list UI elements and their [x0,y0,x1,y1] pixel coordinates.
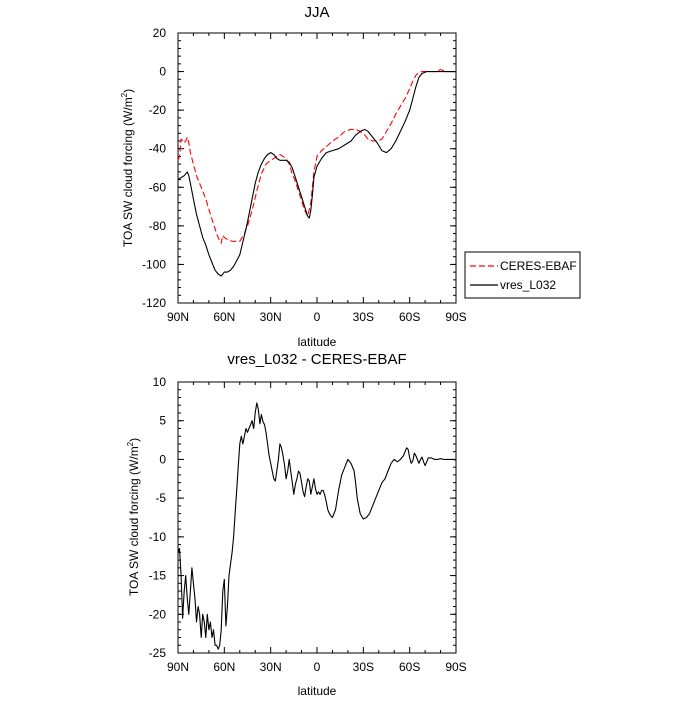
bottom-x-tick-label: 0 [314,660,321,674]
bottom-x-tick-label: 60N [213,660,235,674]
bottom-y-tick-label: 10 [153,375,167,389]
top-panel-ylabel-text: TOA SW cloud forcing (W/m [121,97,135,247]
bottom-x-tick-label: 30S [353,660,374,674]
bottom-panel-ylabel-superscript: 2 [126,441,135,446]
bottom-panel-xlabel: latitude [298,684,337,698]
bottom-panel-ticks: 90N 60N 30N 0 30S 60S 90S 10 5 0 -5 -10 -15 -20 -25 [149,375,467,674]
top-panel-series [177,69,456,277]
legend-label-vres-l032: vres_L032 [500,278,556,292]
top-panel: JJA 90N 60N 30N 0 30S 60S 90S 20 0 -20 -40 -60 -80 -1… [120,4,581,349]
top-y-tick-label: -20 [149,103,167,117]
bottom-panel-frame [177,381,457,654]
bottom-panel-series [177,402,457,650]
top-y-tick-label: 0 [159,65,166,79]
top-panel-title: JJA [304,4,329,21]
top-panel-ylabel-superscript: 2 [120,92,129,97]
top-y-tick-label: 20 [153,26,167,40]
top-x-tick-label: 30N [260,310,282,324]
top-y-tick-label: -100 [142,257,166,271]
bottom-panel-title: vres_L032 - CERES-EBAF [227,351,406,368]
top-x-tick-label: 0 [314,310,321,324]
bottom-y-tick-label: -10 [149,530,167,544]
bottom-x-tick-label: 60S [399,660,420,674]
top-x-tick-label: 60S [399,310,420,324]
legend-label-ceres-ebaf: CERES-EBAF [500,259,577,273]
bottom-y-tick-label: -20 [149,607,167,621]
top-x-tick-label: 60N [213,310,235,324]
top-series-line-vres-l032 [177,71,456,277]
top-panel-xlabel: latitude [298,335,337,349]
top-x-tick-label: 30S [353,310,374,324]
bottom-panel-ylabel-close: ) [127,438,141,442]
top-x-tick-label: 90N [167,310,189,324]
top-y-tick-label: -120 [142,296,166,310]
top-x-tick-label: 90S [445,310,466,324]
top-panel-ylabel-close: ) [121,89,135,93]
bottom-y-tick-label: -5 [155,491,166,505]
bottom-panel: vres_L032 - CERES-EBAF 90N 60N 30N 0 30S 60S 9… [126,351,467,698]
top-panel-ticks: 90N 60N 30N 0 30S 60S 90S 20 0 -20 -40 -60 -80 -100 -1… [142,26,467,324]
bottom-panel-ylabel-text: TOA SW cloud forcing (W/m [127,446,141,596]
bottom-x-tick-label: 90S [445,660,466,674]
bottom-y-tick-label: -15 [149,569,167,583]
top-y-tick-label: -80 [149,219,167,233]
top-panel-ylabel: TOA SW cloud forcing (W/m2) [120,89,135,247]
bottom-x-tick-label: 30N [260,660,282,674]
bottom-panel-ylabel: TOA SW cloud forcing (W/m2) [126,438,141,596]
bottom-y-tick-label: -25 [149,646,167,660]
bottom-series-line-difference [177,402,457,650]
bottom-y-tick-label: 0 [159,452,166,466]
legend: CERES-EBAF vres_L032 [464,251,581,299]
top-series-line-ceres-ebaf [177,69,456,244]
top-y-tick-label: -40 [149,142,167,156]
bottom-y-tick-label: 5 [159,414,166,428]
legend-box [464,251,581,299]
bottom-x-tick-label: 90N [167,660,189,674]
top-y-tick-label: -60 [149,180,167,194]
